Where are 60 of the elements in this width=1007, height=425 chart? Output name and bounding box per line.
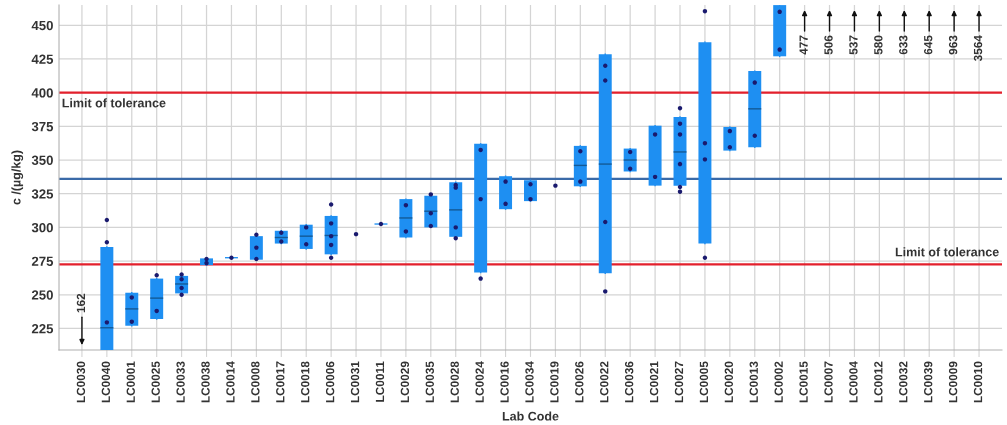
- y-tick-label: 325: [31, 189, 54, 199]
- annotation: 162: [76, 293, 86, 313]
- x-tick-label: LC0022: [600, 361, 609, 403]
- y-tick-label: 250: [31, 290, 53, 300]
- x-tick-label: LC0004: [849, 361, 858, 403]
- ref-line-label: Limit of tolerance: [895, 247, 999, 257]
- x-tick-label: LC0014: [226, 361, 235, 403]
- x-axis-title: Lab Code: [502, 411, 559, 421]
- x-tick-label: LC0020: [724, 361, 734, 403]
- x-tick-label: LC0024: [475, 361, 484, 403]
- x-tick-label: LC0031: [350, 361, 360, 403]
- x-tick-label: LC0005: [699, 361, 709, 403]
- x-tick-label: LC0011: [375, 361, 385, 402]
- y-tick-label: 275: [31, 256, 54, 266]
- x-tick-label: LC0030: [76, 361, 86, 403]
- annotation: 963: [948, 35, 958, 55]
- x-tick-label: LC0018: [301, 361, 310, 403]
- annotation: 633: [899, 35, 908, 55]
- annotation: 506: [824, 35, 833, 55]
- x-tick-label: LC0029: [400, 361, 410, 403]
- x-tick-label: LC0025: [151, 361, 160, 403]
- annotation: 3564: [973, 35, 983, 62]
- x-tick-label: LC0012: [874, 361, 883, 403]
- x-tick-label: LC0036: [624, 361, 634, 403]
- x-tick-label: LC0006: [325, 361, 335, 403]
- x-tick-label: LC0027: [674, 361, 684, 403]
- x-tick-label: LC0010: [973, 361, 983, 403]
- x-tick-label: LC0034: [525, 361, 534, 403]
- x-tick-label: LC0009: [948, 361, 958, 403]
- y-tick-label: 375: [31, 121, 54, 132]
- ref-line-label: Limit of tolerance: [62, 98, 166, 108]
- x-tick-label: LC0001: [126, 361, 135, 403]
- x-tick-label: LC0007: [824, 361, 833, 403]
- x-tick-label: LC0013: [749, 361, 758, 403]
- x-tick-label: LC0038: [201, 361, 210, 403]
- annotation: 477: [799, 35, 808, 55]
- x-tick-label: LC0039: [924, 361, 933, 403]
- x-tick-label: LC0035: [425, 361, 434, 403]
- x-tick-label: LC0028: [450, 361, 459, 403]
- annotation: 580: [874, 35, 883, 55]
- x-tick-label: LC0032: [899, 361, 908, 403]
- y-tick-label: 425: [31, 54, 54, 64]
- x-tick-label: LC0033: [176, 361, 185, 403]
- y-tick-label: 450: [31, 20, 53, 31]
- x-tick-label: LC0016: [500, 361, 509, 403]
- annotation: 645: [924, 35, 933, 55]
- x-tick-label: LC0017: [276, 361, 285, 403]
- x-tick-label: LC0015: [799, 361, 808, 403]
- y-tick-label: 300: [31, 222, 53, 233]
- x-tick-label: LC0021: [649, 361, 659, 403]
- y-tick-label: 225: [31, 324, 54, 334]
- x-tick-label: LC0026: [575, 361, 584, 403]
- x-tick-label: LC0040: [101, 361, 111, 403]
- x-tick-label: LC0002: [774, 361, 783, 403]
- x-tick-label: LC0019: [550, 361, 559, 403]
- y-tick-label: 400: [31, 88, 53, 98]
- x-tick-label: LC0008: [251, 361, 260, 403]
- annotation: 537: [849, 35, 858, 55]
- y-axis-title: c /(µg/kg): [11, 150, 24, 205]
- y-tick-label: 350: [31, 155, 53, 165]
